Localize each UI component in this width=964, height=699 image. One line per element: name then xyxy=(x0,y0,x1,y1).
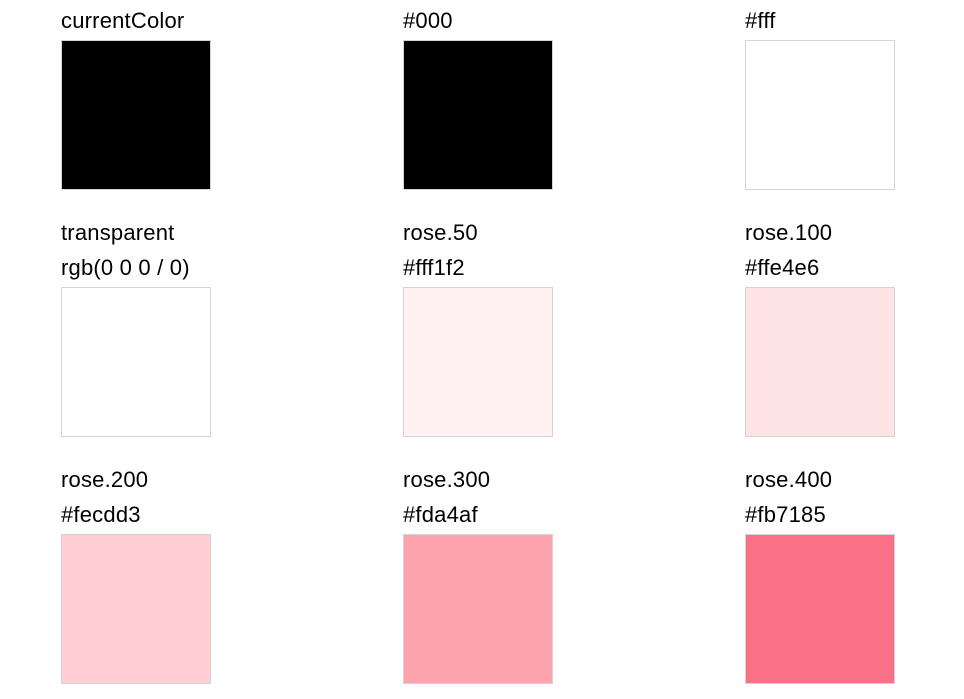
swatch-label: #000 xyxy=(403,8,453,33)
swatch-label: rose.400 xyxy=(745,467,833,492)
swatch-label: rose.50 xyxy=(403,220,478,245)
color-swatch xyxy=(61,40,211,190)
color-swatch xyxy=(403,534,553,684)
swatch-value-label: rgb(0 0 0 / 0) xyxy=(61,255,190,280)
swatch-hex-label: #fff1f2 xyxy=(403,255,465,280)
swatch-label: currentColor xyxy=(61,8,185,33)
color-swatch-grid: currentColor #000 #fff transparent rgb(0… xyxy=(61,3,895,684)
swatch-cell-rose-400: rose.400 #fb7185 xyxy=(745,462,895,684)
swatch-cell-black: #000 xyxy=(403,3,553,190)
swatch-label: rose.200 xyxy=(61,467,149,492)
swatch-cell-rose-200: rose.200 #fecdd3 xyxy=(61,462,211,684)
swatch-cell-rose-100: rose.100 #ffe4e6 xyxy=(745,215,895,437)
swatch-hex-label: #ffe4e6 xyxy=(745,255,820,280)
color-swatch xyxy=(745,40,895,190)
swatch-label: rose.100 xyxy=(745,220,833,245)
color-swatch xyxy=(61,287,211,437)
swatch-label: rose.300 xyxy=(403,467,491,492)
swatch-cell-rose-50: rose.50 #fff1f2 xyxy=(403,215,553,437)
color-swatch xyxy=(403,287,553,437)
swatch-hex-label: #fda4af xyxy=(403,502,478,527)
swatch-cell-transparent: transparent rgb(0 0 0 / 0) xyxy=(61,215,211,437)
swatch-cell-rose-300: rose.300 #fda4af xyxy=(403,462,553,684)
swatch-label: #fff xyxy=(745,8,776,33)
swatch-hex-label: #fb7185 xyxy=(745,502,826,527)
color-swatch xyxy=(745,287,895,437)
color-swatch xyxy=(745,534,895,684)
swatch-cell-currentcolor: currentColor xyxy=(61,3,211,190)
swatch-label: transparent xyxy=(61,220,175,245)
swatch-cell-white: #fff xyxy=(745,3,895,190)
swatch-hex-label: #fecdd3 xyxy=(61,502,141,527)
color-swatch xyxy=(403,40,553,190)
color-swatch xyxy=(61,534,211,684)
